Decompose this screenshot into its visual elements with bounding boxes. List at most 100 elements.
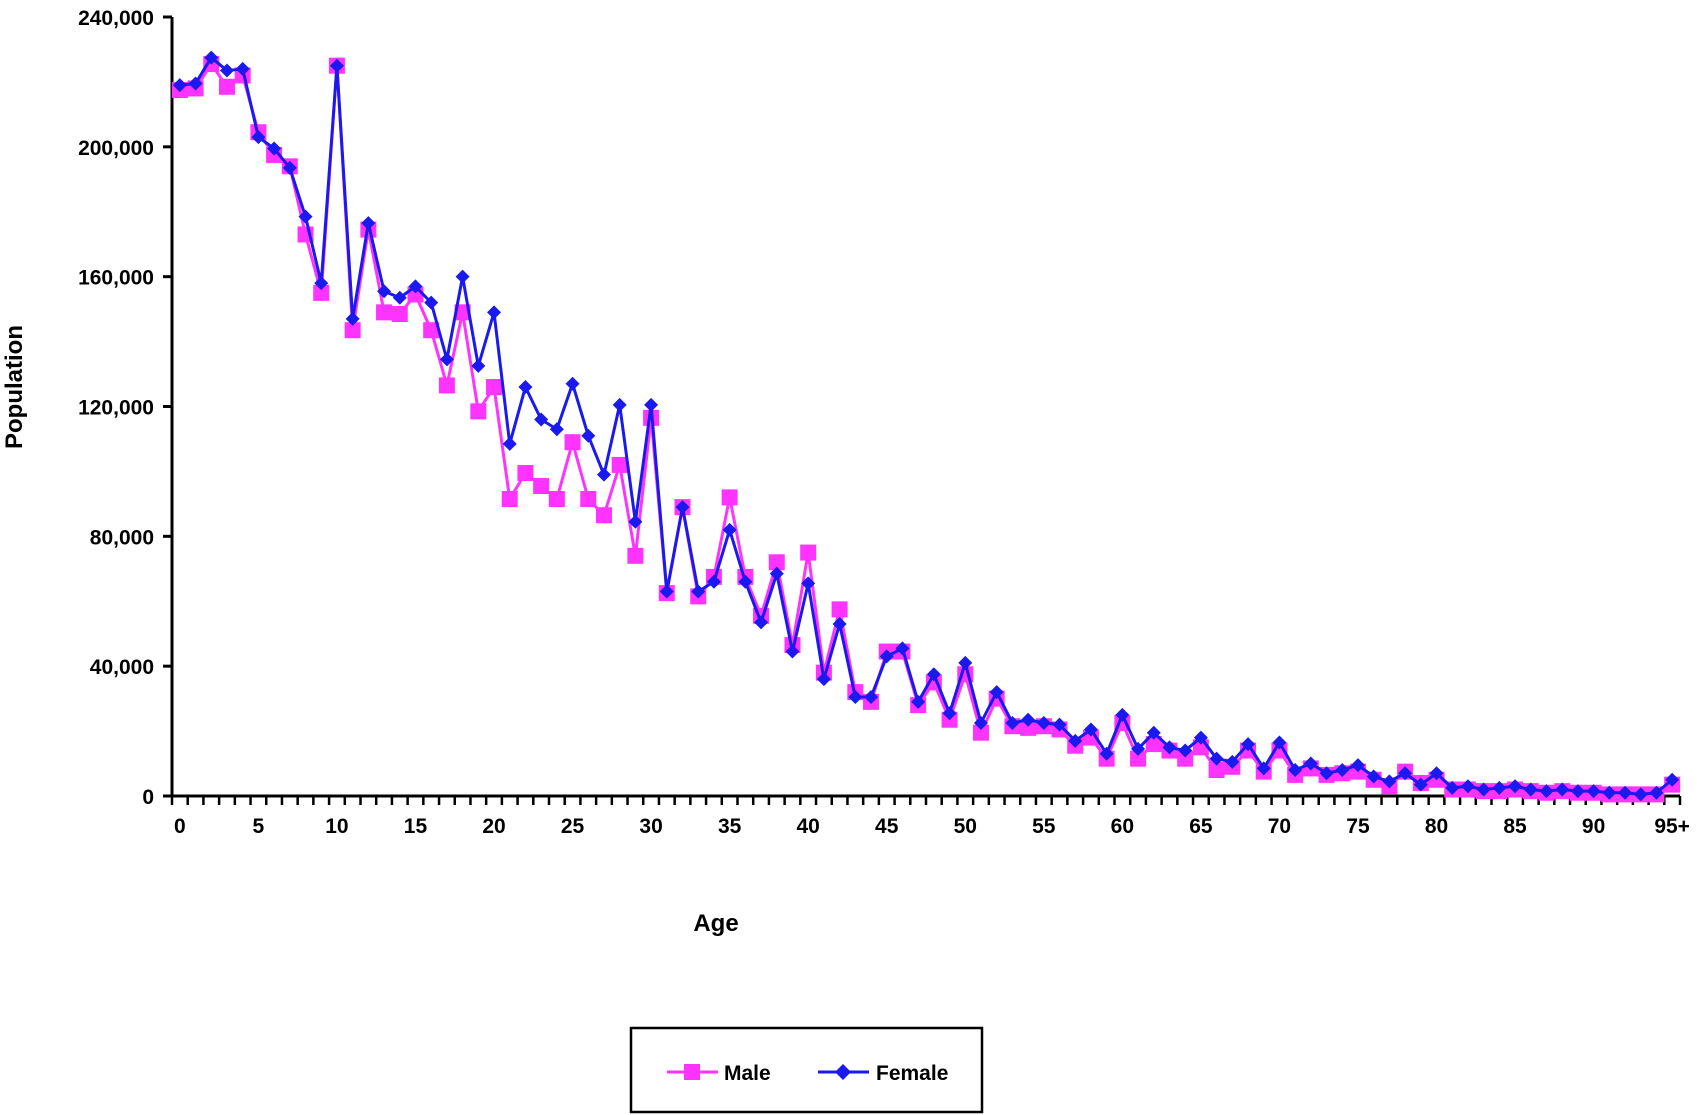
data-point-female xyxy=(848,690,863,705)
data-point-female xyxy=(1178,743,1193,758)
legend-male-label: Male xyxy=(724,1062,771,1085)
plot-area xyxy=(171,50,1681,803)
data-point-female xyxy=(518,380,533,395)
x-tick-label: 40 xyxy=(797,815,820,838)
x-tick-label: 50 xyxy=(954,815,977,838)
data-point-female xyxy=(1193,730,1208,745)
data-point-female xyxy=(329,58,344,73)
y-tick-label: 80,000 xyxy=(90,526,154,549)
data-point-male xyxy=(580,491,597,508)
data-point-female xyxy=(1272,735,1287,750)
legend: Male Female xyxy=(629,1026,984,1114)
data-point-female xyxy=(549,422,564,437)
data-point-female xyxy=(958,655,973,670)
data-point-female xyxy=(1083,722,1098,737)
data-point-female xyxy=(361,216,376,231)
data-point-male xyxy=(517,465,534,482)
y-tick-label: 200,000 xyxy=(78,137,154,160)
data-point-female xyxy=(1256,761,1271,776)
data-point-female xyxy=(1539,784,1554,799)
x-tick-label: 85 xyxy=(1503,815,1527,838)
data-point-male xyxy=(438,377,455,394)
data-point-female xyxy=(455,269,470,284)
data-point-male xyxy=(548,491,565,508)
data-point-female xyxy=(581,428,596,443)
legend-item-male: Male xyxy=(667,1062,771,1085)
data-point-female xyxy=(1319,766,1334,781)
data-point-female xyxy=(1492,780,1507,795)
data-point-male xyxy=(423,322,440,339)
data-point-female xyxy=(911,694,926,709)
data-point-female xyxy=(1005,715,1020,730)
x-tick-label: 60 xyxy=(1111,815,1134,838)
data-point-female xyxy=(691,584,706,599)
data-point-female xyxy=(1366,769,1381,784)
data-point-female xyxy=(1633,787,1648,802)
y-tick-label: 120,000 xyxy=(78,397,154,420)
data-point-female xyxy=(1665,772,1680,787)
data-point-male xyxy=(1020,719,1037,736)
data-point-male xyxy=(501,491,518,508)
data-point-female xyxy=(1555,782,1570,797)
data-point-female xyxy=(1115,707,1130,722)
data-point-female xyxy=(345,311,360,326)
data-point-female xyxy=(219,63,234,78)
legend-female-label: Female xyxy=(876,1062,948,1085)
data-point-female xyxy=(816,672,831,687)
data-point-female xyxy=(754,615,769,630)
data-point-female xyxy=(659,584,674,599)
x-tick-label: 90 xyxy=(1582,815,1605,838)
x-tick-label: 70 xyxy=(1268,815,1291,838)
data-point-female xyxy=(738,574,753,589)
data-point-female xyxy=(1335,763,1350,778)
data-point-female xyxy=(1460,779,1475,794)
x-tick-label: 15 xyxy=(404,815,428,838)
data-point-female xyxy=(487,305,502,320)
y-axis-title: Population xyxy=(1,325,28,449)
data-point-female xyxy=(1586,784,1601,799)
data-point-female xyxy=(989,685,1004,700)
data-point-female xyxy=(1398,766,1413,781)
y-tick-label: 40,000 xyxy=(90,656,154,679)
data-point-female xyxy=(424,295,439,310)
data-point-male xyxy=(376,304,393,321)
data-point-female xyxy=(1476,782,1491,797)
x-tick-label: 65 xyxy=(1189,815,1213,838)
data-point-female xyxy=(942,706,957,721)
x-tick-label: 5 xyxy=(253,815,265,838)
legend-female-marker xyxy=(835,1064,851,1080)
data-point-female xyxy=(1350,758,1365,773)
data-point-female xyxy=(565,376,580,391)
data-point-female xyxy=(973,715,988,730)
data-point-female xyxy=(298,209,313,224)
data-point-female xyxy=(926,667,941,682)
data-point-female xyxy=(439,352,454,367)
data-point-male xyxy=(1130,750,1147,767)
data-point-female xyxy=(864,690,879,705)
data-point-male xyxy=(972,724,989,741)
data-point-female xyxy=(1288,763,1303,778)
legend-male-marker xyxy=(684,1064,700,1080)
data-point-female xyxy=(1225,754,1240,769)
x-tick-label: 45 xyxy=(875,815,899,838)
y-axis-ticks: 0 40,000 80,000 120,000 160,000 200,000 240,00… xyxy=(78,7,172,809)
data-point-male xyxy=(1208,762,1225,779)
data-point-male xyxy=(344,322,361,339)
data-point-female xyxy=(172,78,187,93)
data-point-female xyxy=(1021,712,1036,727)
y-tick-label: 160,000 xyxy=(78,267,154,290)
data-point-female xyxy=(1602,785,1617,800)
data-point-female xyxy=(1036,715,1051,730)
data-point-female xyxy=(612,397,627,412)
data-point-female xyxy=(722,522,737,537)
data-point-female xyxy=(879,649,894,664)
data-point-female xyxy=(1068,733,1083,748)
data-point-male xyxy=(313,284,330,301)
data-point-female xyxy=(392,290,407,305)
data-point-female xyxy=(534,412,549,427)
data-point-female xyxy=(204,50,219,65)
data-point-female xyxy=(1413,777,1428,792)
data-point-male xyxy=(800,544,817,561)
data-point-female xyxy=(596,467,611,482)
x-axis-ticks: 0 5 10 15 20 25 30 35 40 45 50 55 60 65 70 75 80 85 90 95+ xyxy=(170,796,1690,838)
